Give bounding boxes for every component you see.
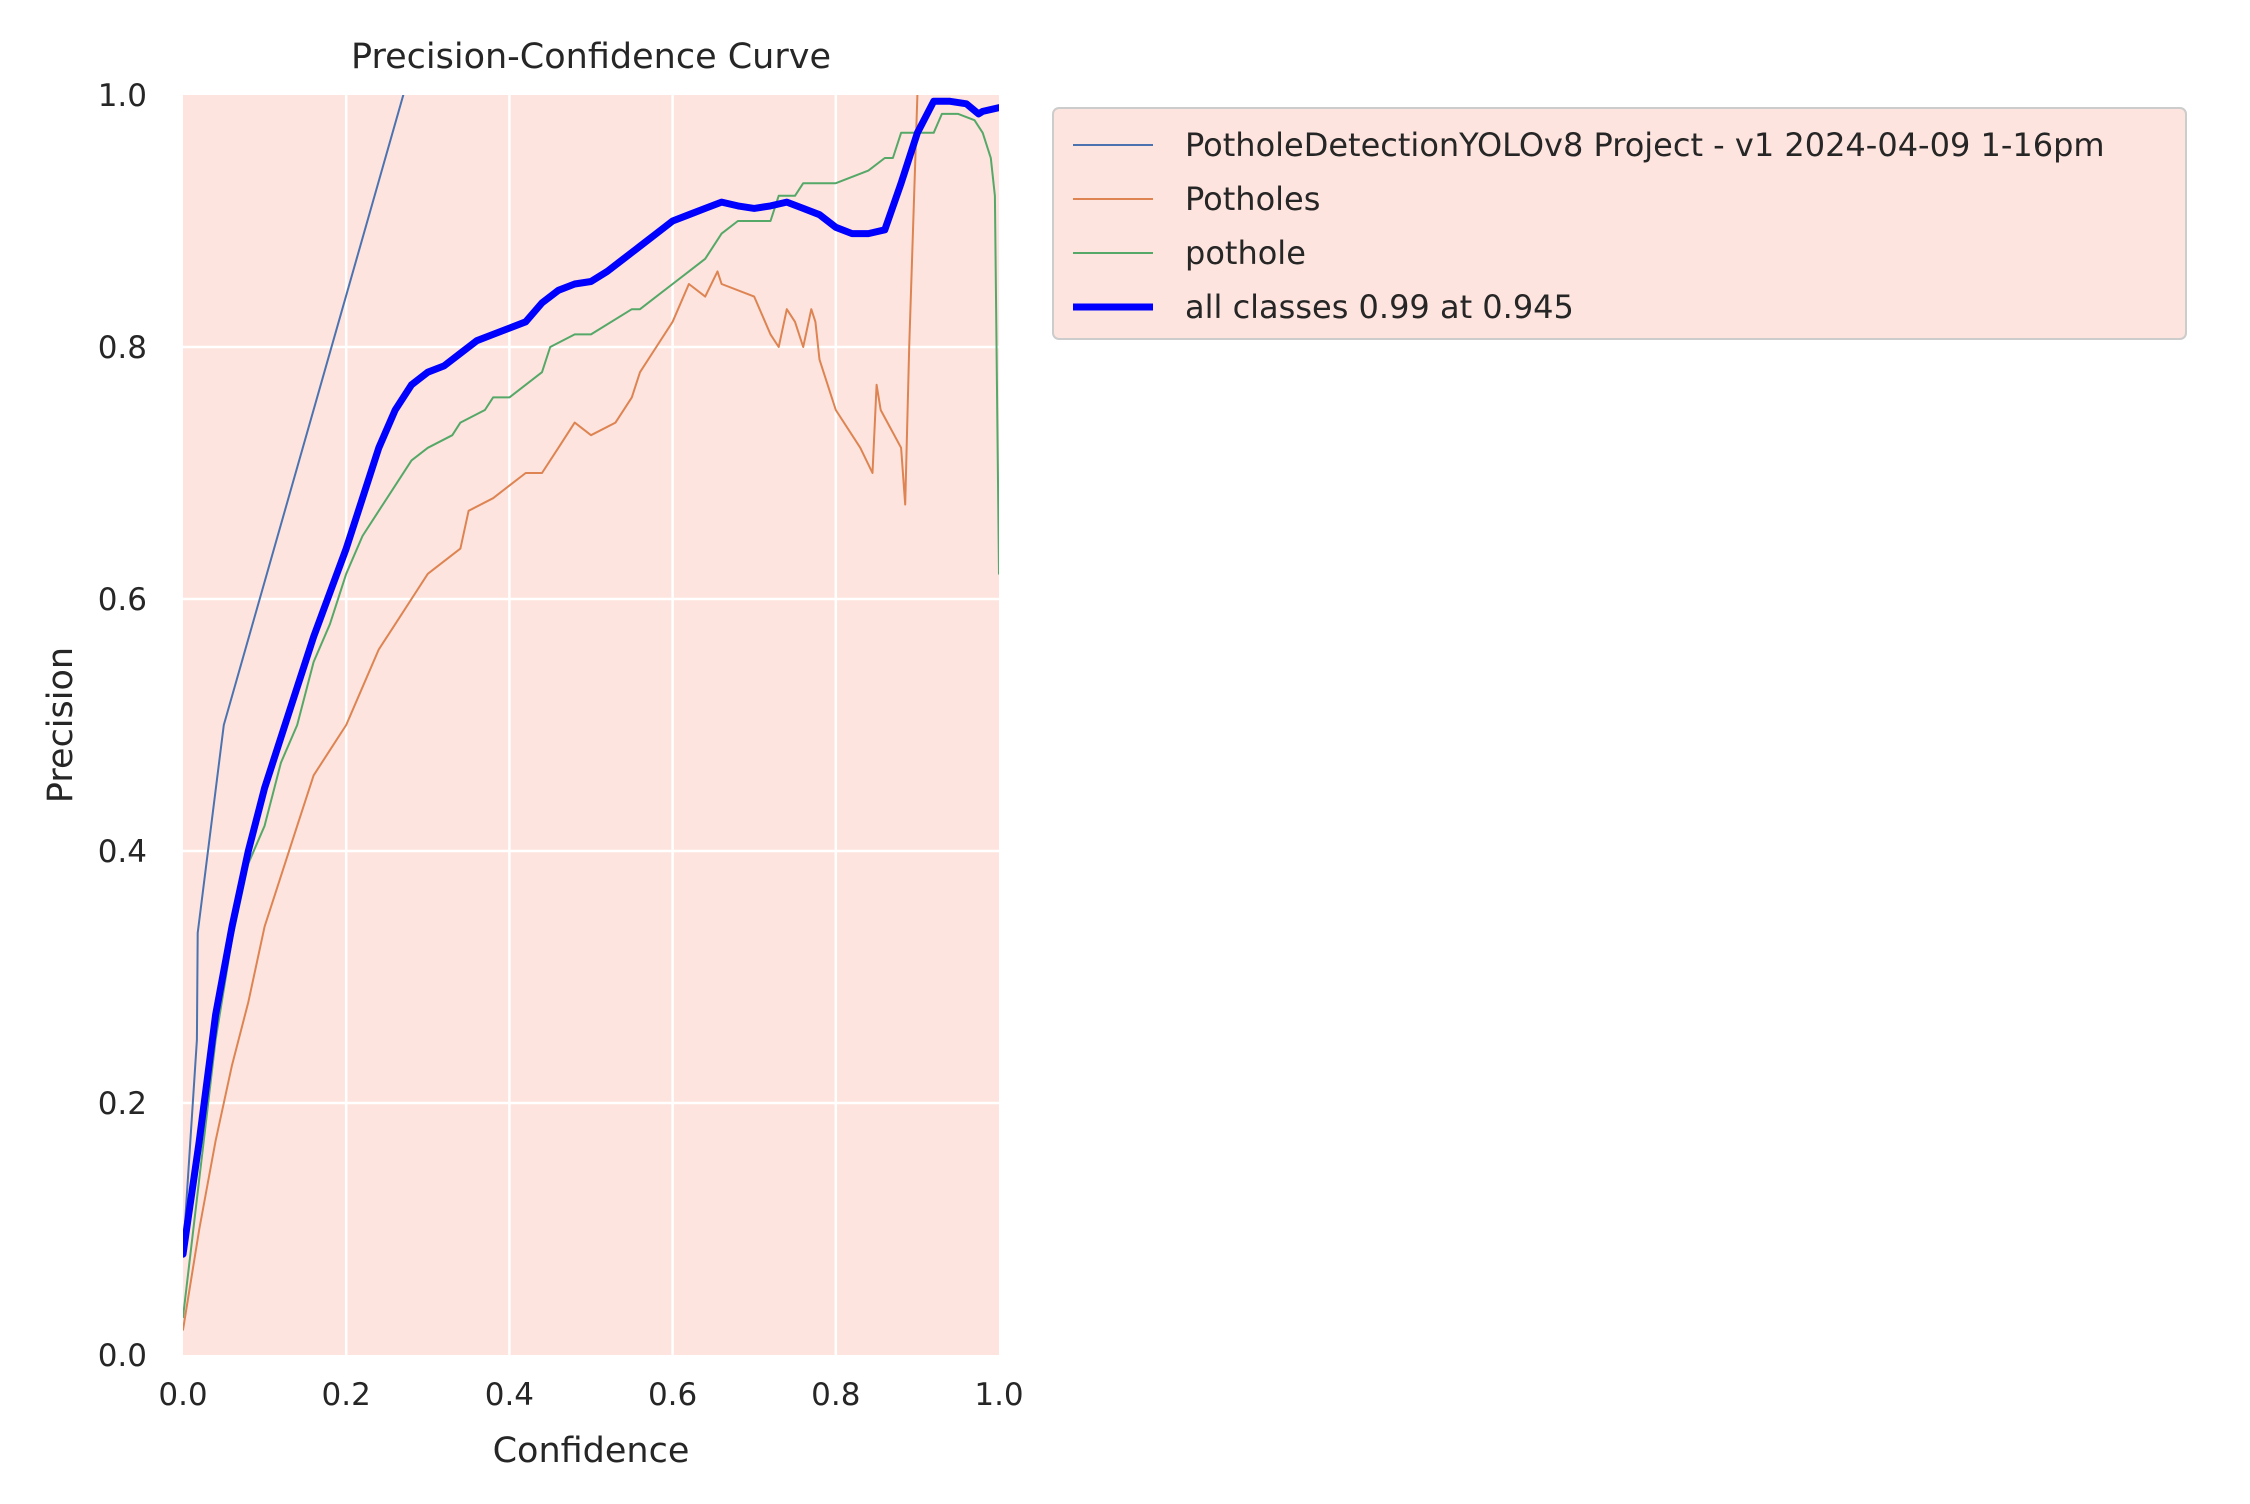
- y-tick-label: 1.0: [98, 78, 147, 114]
- x-tick-label: 1.0: [974, 1377, 1023, 1413]
- series-line-1: [183, 95, 405, 1256]
- x-tick-label: 0.0: [158, 1377, 207, 1413]
- x-tick-label: 0.2: [322, 1377, 371, 1413]
- x-tick-label: 0.4: [485, 1377, 534, 1413]
- y-tick-label: 0.2: [98, 1086, 147, 1122]
- y-tick-label: 0.4: [98, 834, 147, 870]
- x-axis-label: Confidence: [493, 1431, 690, 1471]
- legend-label-4: all classes 0.99 at 0.945: [1185, 288, 1574, 326]
- x-tick-label: 0.6: [648, 1377, 697, 1413]
- y-tick-label: 0.0: [98, 1338, 147, 1374]
- legend: PotholeDetectionYOLOv8 Project - v1 2024…: [1052, 107, 2187, 340]
- series-line-4: [183, 97, 999, 1258]
- legend-label-3: pothole: [1185, 234, 1306, 272]
- series-line-3: [183, 112, 999, 1319]
- x-tick-labels: 0.0 0.2 0.4 0.6 0.8 1.0: [158, 1377, 1023, 1413]
- y-axis-label: Precision: [41, 647, 81, 803]
- grid-lines: [183, 95, 999, 1355]
- legend-label-1: PotholeDetectionYOLOv8 Project - v1 2024…: [1185, 126, 2105, 164]
- y-tick-labels: 0.0 0.2 0.4 0.6 0.8 1.0: [98, 78, 147, 1374]
- y-tick-label: 0.6: [98, 582, 147, 618]
- series-line-2: [183, 95, 919, 1331]
- x-tick-label: 0.8: [811, 1377, 860, 1413]
- legend-box: [1052, 107, 2187, 340]
- series-lines: [183, 95, 999, 1331]
- legend-label-2: Potholes: [1185, 180, 1320, 218]
- plot-background: [183, 95, 999, 1355]
- y-tick-label: 0.8: [98, 330, 147, 366]
- chart-title: Precision-Confidence Curve: [351, 37, 831, 77]
